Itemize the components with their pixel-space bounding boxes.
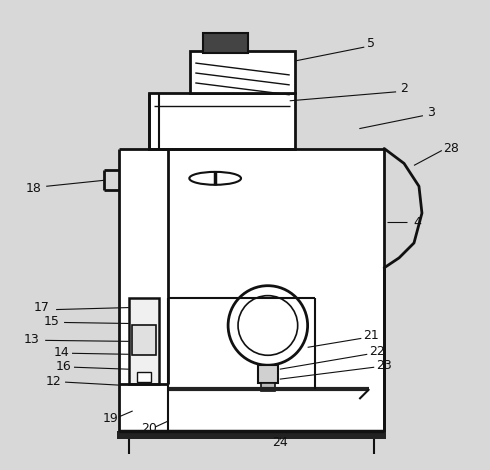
Text: 22: 22 <box>369 345 385 358</box>
Text: 2: 2 <box>400 82 408 95</box>
Text: 16: 16 <box>55 360 71 373</box>
Bar <box>148 93 294 149</box>
Text: 20: 20 <box>141 423 156 435</box>
Text: 14: 14 <box>53 346 69 359</box>
Text: 12: 12 <box>45 375 61 388</box>
Text: 24: 24 <box>272 436 288 449</box>
Text: 18: 18 <box>25 182 41 195</box>
Text: 5: 5 <box>367 37 375 50</box>
Bar <box>132 325 155 355</box>
Bar <box>137 372 150 382</box>
Text: 3: 3 <box>427 106 435 119</box>
Bar <box>119 149 384 431</box>
Text: 4: 4 <box>413 216 421 228</box>
Text: 28: 28 <box>443 142 459 155</box>
Text: 13: 13 <box>24 333 39 346</box>
Bar <box>261 383 275 391</box>
Text: 15: 15 <box>43 315 59 328</box>
Text: 21: 21 <box>364 329 379 342</box>
Bar <box>203 33 248 53</box>
Text: 17: 17 <box>33 301 49 314</box>
Text: 19: 19 <box>103 412 119 425</box>
Bar <box>258 365 278 383</box>
Circle shape <box>228 286 308 365</box>
Text: 23: 23 <box>376 359 392 372</box>
Ellipse shape <box>189 172 241 185</box>
Bar <box>129 298 158 384</box>
Bar <box>117 431 386 439</box>
Bar <box>190 51 294 93</box>
